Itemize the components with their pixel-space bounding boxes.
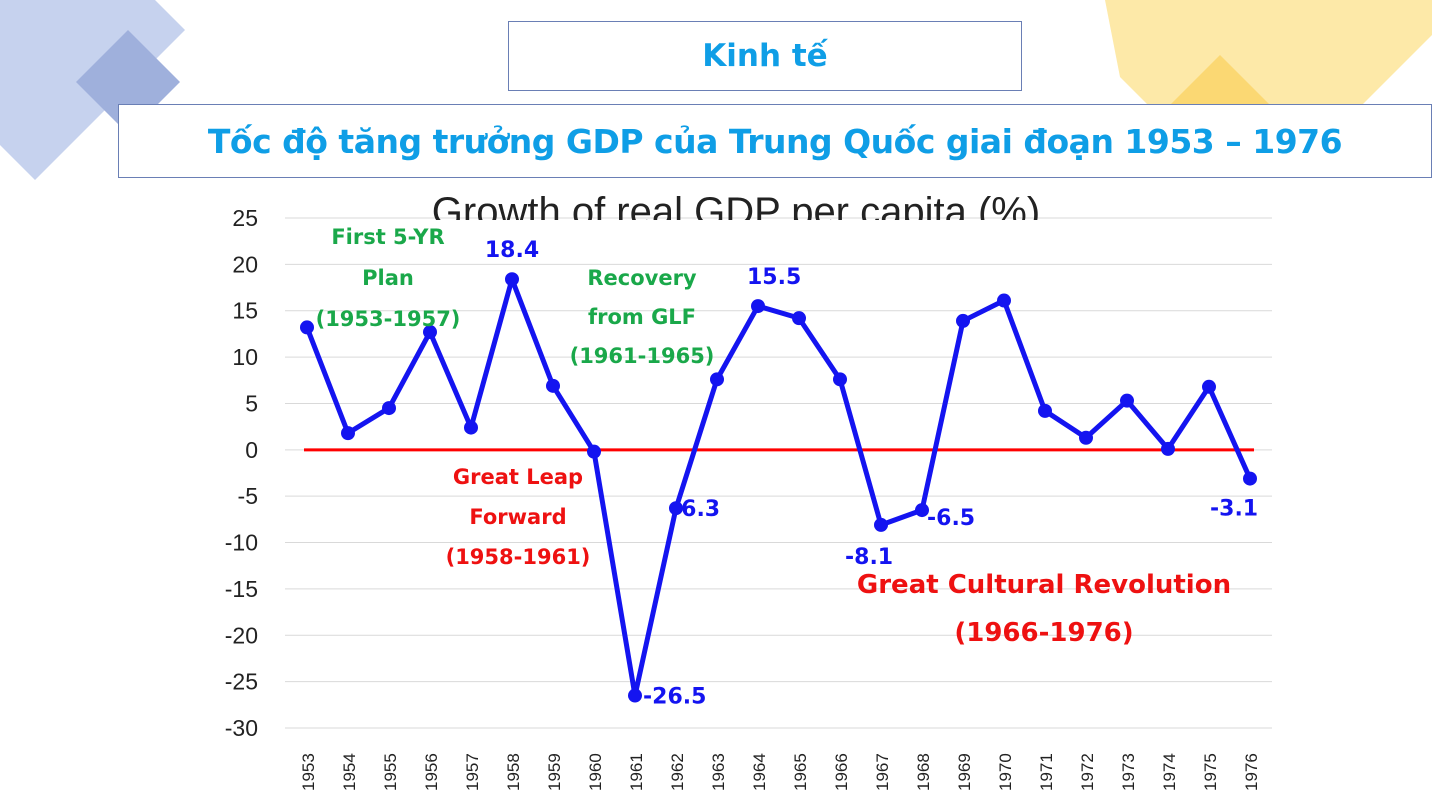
data-point (1243, 471, 1257, 486)
x-tick-label: 1964 (750, 753, 769, 791)
annotation-line: (1961-1965) (570, 344, 715, 368)
data-point (874, 517, 888, 532)
annotation-line: Great Cultural Revolution (857, 570, 1231, 600)
data-point (669, 501, 683, 516)
data-point (341, 426, 355, 441)
axis-label-layer: 25 20 15 10 5 0 -5 -10 -15 -20 -25 -30 1953 1954 1955 1… (225, 205, 1261, 791)
data-point (751, 299, 765, 314)
x-tick-label: 1975 (1201, 753, 1220, 791)
x-tick-label: 1968 (914, 753, 933, 791)
x-tick-label: 1963 (709, 753, 728, 791)
annotation-line: (1953-1957) (316, 307, 461, 331)
y-tick-label: -25 (225, 669, 258, 695)
x-tick-label: 1976 (1242, 753, 1261, 791)
y-tick-label: 20 (232, 251, 258, 277)
x-tick-label: 1960 (586, 753, 605, 791)
y-tick-label: -10 (225, 530, 258, 556)
annotation-line: Recovery (587, 266, 697, 290)
x-tick-label: 1967 (873, 753, 892, 791)
x-tick-label: 1969 (955, 753, 974, 791)
data-label: -6.3 (672, 497, 720, 522)
data-point (792, 311, 806, 326)
data-point (1079, 430, 1093, 445)
chart-title-layer: Growth of real GDP per capita (%) (432, 190, 1040, 234)
data-label: -6.5 (927, 506, 975, 531)
data-point (546, 378, 560, 393)
data-point (1161, 441, 1175, 456)
annotation: Recovery from GLF (1961-1965) (570, 266, 715, 368)
data-point (956, 313, 970, 328)
data-label: -3.1 (1210, 497, 1258, 522)
y-tick-label: -15 (225, 576, 258, 602)
x-tick-label: 1954 (340, 753, 359, 791)
x-tick-label: 1965 (791, 753, 810, 791)
data-point (464, 420, 478, 435)
y-tick-label: -5 (238, 483, 258, 509)
x-tick-label: 1955 (381, 753, 400, 791)
annotation-line: Plan (362, 266, 414, 290)
y-tick-label: 25 (232, 205, 258, 231)
x-tick-label: 1957 (463, 753, 482, 791)
data-point (300, 320, 314, 335)
x-tick-label: 1961 (627, 753, 646, 791)
data-label: -8.1 (845, 545, 893, 570)
x-tick-label: 1966 (832, 753, 851, 791)
data-label-layer: 18.4 -26.5 -6.3 15.5 -8.1 -6.5 -3.1 (485, 238, 1258, 709)
data-point (587, 444, 601, 459)
data-point (1202, 379, 1216, 394)
data-label: -26.5 (643, 685, 706, 710)
data-point (505, 272, 519, 287)
data-point (1038, 403, 1052, 418)
data-point (915, 503, 929, 518)
annotation-line: (1966-1976) (954, 618, 1133, 648)
annotation-layer: First 5-YR Plan (1953-1957) Recovery from GL… (316, 225, 1232, 648)
slide-subheading: Tốc độ tăng trưởng GDP của Trung Quốc gi… (118, 104, 1432, 178)
data-label: 15.5 (747, 265, 801, 290)
series-line (304, 276, 1253, 699)
y-tick-label: 0 (245, 437, 258, 463)
x-tick-label: 1974 (1160, 753, 1179, 791)
x-tick-label: 1958 (504, 753, 523, 791)
x-tick-label: 1956 (422, 753, 441, 791)
slide-heading: Kinh tế (508, 21, 1022, 91)
annotation-line: (1958-1961) (446, 545, 591, 569)
x-tick-label: 1959 (545, 753, 564, 791)
x-tick-label: 1970 (996, 753, 1015, 791)
y-tick-label: -30 (225, 715, 258, 741)
data-point (833, 372, 847, 387)
x-tick-label: 1953 (299, 753, 318, 791)
annotation-line: Forward (469, 505, 566, 529)
data-point (382, 401, 396, 416)
series-layer (300, 272, 1257, 703)
y-tick-label: 5 (245, 390, 258, 416)
grid-layer (285, 217, 1272, 729)
annotation: Great Cultural Revolution (1966-1976) (857, 570, 1231, 648)
y-tick-label: 15 (232, 298, 258, 324)
x-tick-label: 1972 (1078, 753, 1097, 791)
data-point (710, 372, 724, 387)
annotation: Great Leap Forward (1958-1961) (446, 465, 591, 569)
data-point (423, 325, 437, 340)
chart-title: Growth of real GDP per capita (%) (432, 190, 1040, 234)
y-tick-label: 10 (232, 344, 258, 370)
data-point (997, 293, 1011, 308)
x-tick-label: 1962 (668, 753, 687, 791)
y-tick-label: -20 (225, 622, 258, 648)
annotation-line: First 5-YR (331, 225, 444, 249)
x-tick-label: 1973 (1119, 753, 1138, 791)
data-point (628, 688, 642, 703)
x-tick-label: 1971 (1037, 753, 1056, 791)
data-label: 18.4 (485, 238, 539, 263)
annotation: First 5-YR Plan (1953-1957) (316, 225, 461, 331)
annotation-line: Great Leap (453, 465, 583, 489)
data-point (1120, 393, 1134, 408)
annotation-line: from GLF (588, 305, 696, 329)
